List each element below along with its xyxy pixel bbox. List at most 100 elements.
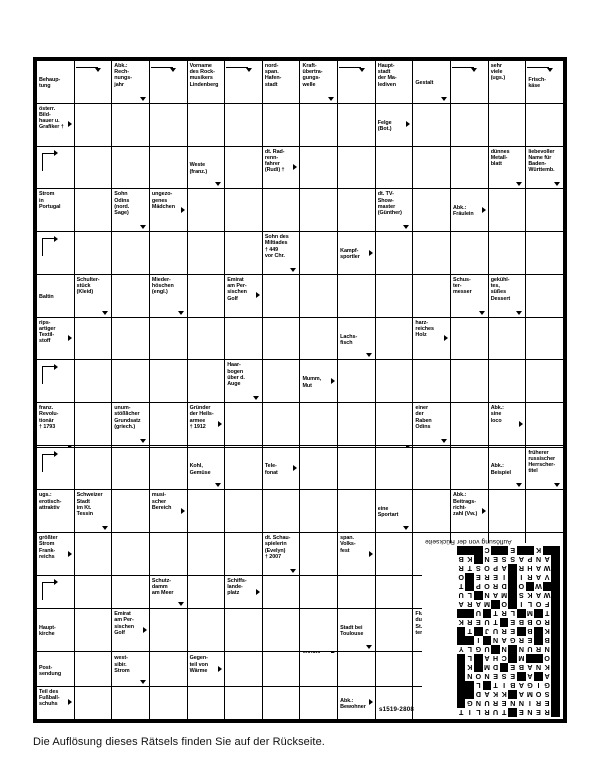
answer-cell[interactable] xyxy=(36,359,75,404)
answer-cell[interactable] xyxy=(374,145,414,190)
answer-cell[interactable] xyxy=(224,489,263,534)
answer-cell[interactable] xyxy=(450,102,489,147)
answer-cell[interactable] xyxy=(374,608,414,652)
answer-cell[interactable] xyxy=(73,188,113,233)
answer-cell[interactable] xyxy=(374,685,414,721)
answer-cell[interactable] xyxy=(487,188,527,233)
answer-cell[interactable] xyxy=(73,608,113,652)
answer-cell[interactable] xyxy=(299,402,339,447)
answer-cell[interactable] xyxy=(261,489,301,534)
answer-cell[interactable] xyxy=(487,231,527,275)
answer-cell[interactable] xyxy=(261,359,301,404)
answer-cell[interactable] xyxy=(148,359,188,404)
answer-cell[interactable] xyxy=(186,102,226,147)
answer-cell[interactable] xyxy=(450,402,489,447)
answer-cell[interactable] xyxy=(186,273,226,318)
answer-cell[interactable] xyxy=(186,231,226,275)
answer-cell[interactable] xyxy=(148,608,188,652)
answer-cell[interactable] xyxy=(148,446,188,491)
answer-cell[interactable] xyxy=(450,60,489,104)
answer-cell[interactable] xyxy=(111,273,150,318)
answer-cell[interactable] xyxy=(224,685,263,721)
answer-cell[interactable] xyxy=(261,402,301,447)
answer-cell[interactable] xyxy=(186,685,226,721)
answer-cell[interactable] xyxy=(337,652,376,687)
answer-cell[interactable] xyxy=(73,685,113,721)
answer-cell[interactable] xyxy=(337,402,376,447)
answer-cell[interactable] xyxy=(299,231,339,275)
answer-cell[interactable] xyxy=(299,273,339,318)
answer-cell[interactable] xyxy=(148,532,188,576)
answer-cell[interactable] xyxy=(186,574,226,610)
answer-cell[interactable] xyxy=(261,102,301,147)
answer-cell[interactable] xyxy=(73,446,113,491)
answer-cell[interactable] xyxy=(148,60,188,104)
answer-cell[interactable] xyxy=(374,446,414,491)
answer-cell[interactable] xyxy=(412,273,452,318)
answer-cell[interactable] xyxy=(224,652,263,687)
answer-cell[interactable] xyxy=(111,446,150,491)
answer-cell[interactable] xyxy=(148,402,188,447)
answer-cell[interactable] xyxy=(36,446,75,491)
answer-cell[interactable] xyxy=(299,145,339,190)
crossword-grid[interactable]: Behaup- tung Abk.: Rech- nungs- jahr Vorna… xyxy=(33,57,567,723)
answer-cell[interactable] xyxy=(525,102,564,147)
answer-cell[interactable] xyxy=(374,273,414,318)
answer-cell[interactable] xyxy=(224,532,263,576)
answer-cell[interactable] xyxy=(337,102,376,147)
answer-cell[interactable] xyxy=(412,102,452,147)
answer-cell[interactable] xyxy=(224,60,263,104)
answer-cell[interactable] xyxy=(337,145,376,190)
answer-cell[interactable] xyxy=(224,402,263,447)
answer-cell[interactable] xyxy=(224,608,263,652)
answer-cell[interactable] xyxy=(224,446,263,491)
answer-cell[interactable] xyxy=(148,231,188,275)
answer-cell[interactable] xyxy=(186,316,226,361)
answer-cell[interactable] xyxy=(36,145,75,190)
answer-cell[interactable] xyxy=(450,359,489,404)
answer-cell[interactable] xyxy=(261,574,301,610)
answer-cell[interactable] xyxy=(450,316,489,361)
answer-cell[interactable] xyxy=(148,652,188,687)
answer-cell[interactable] xyxy=(186,489,226,534)
answer-cell[interactable] xyxy=(111,145,150,190)
answer-cell[interactable] xyxy=(148,316,188,361)
answer-cell[interactable] xyxy=(337,574,376,610)
answer-cell[interactable] xyxy=(224,231,263,275)
answer-cell[interactable] xyxy=(412,446,452,491)
answer-cell[interactable] xyxy=(299,685,339,721)
answer-cell[interactable] xyxy=(111,574,150,610)
answer-cell[interactable] xyxy=(73,532,113,576)
answer-cell[interactable] xyxy=(374,359,414,404)
answer-cell[interactable] xyxy=(224,102,263,147)
answer-cell[interactable] xyxy=(487,489,527,534)
answer-cell[interactable] xyxy=(525,359,564,404)
answer-cell[interactable] xyxy=(337,188,376,233)
answer-cell[interactable] xyxy=(73,359,113,404)
answer-cell[interactable] xyxy=(525,231,564,275)
answer-cell[interactable] xyxy=(299,652,339,687)
answer-cell[interactable] xyxy=(299,532,339,576)
answer-cell[interactable] xyxy=(261,316,301,361)
answer-cell[interactable] xyxy=(299,102,339,147)
answer-cell[interactable] xyxy=(337,60,376,104)
answer-cell[interactable] xyxy=(36,574,75,610)
answer-cell[interactable] xyxy=(450,231,489,275)
answer-cell[interactable] xyxy=(412,145,452,190)
answer-cell[interactable] xyxy=(450,446,489,491)
answer-cell[interactable] xyxy=(111,316,150,361)
answer-cell[interactable] xyxy=(224,145,263,190)
answer-cell[interactable] xyxy=(299,316,339,361)
answer-cell[interactable] xyxy=(111,231,150,275)
answer-cell[interactable] xyxy=(525,188,564,233)
answer-cell[interactable] xyxy=(412,188,452,233)
answer-cell[interactable] xyxy=(111,359,150,404)
answer-cell[interactable] xyxy=(299,489,339,534)
answer-cell[interactable] xyxy=(148,145,188,190)
answer-cell[interactable] xyxy=(337,359,376,404)
answer-cell[interactable] xyxy=(487,359,527,404)
answer-cell[interactable] xyxy=(111,102,150,147)
answer-cell[interactable] xyxy=(73,231,113,275)
answer-cell[interactable] xyxy=(487,316,527,361)
answer-cell[interactable] xyxy=(299,188,339,233)
